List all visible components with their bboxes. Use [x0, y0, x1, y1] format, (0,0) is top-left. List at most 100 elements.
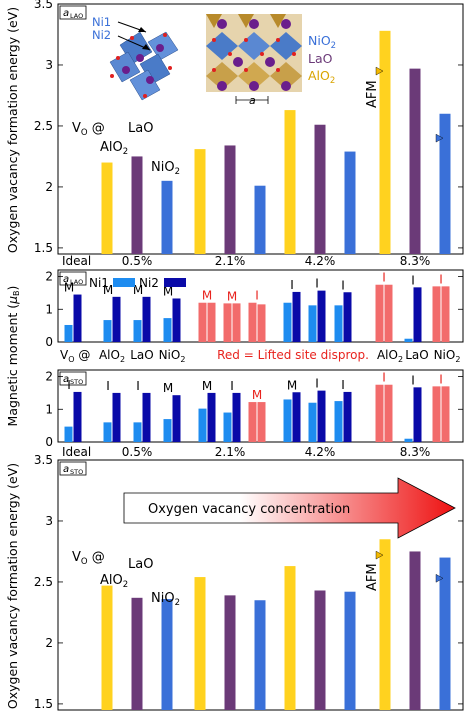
- strain-label: 4.2%: [305, 254, 336, 268]
- bar-Ni1: [223, 303, 232, 342]
- bar-Ni2: [207, 392, 216, 442]
- bar-Ni1: [103, 422, 112, 442]
- legend-mag: Ni1 Ni2: [89, 276, 186, 290]
- state-letter: I: [411, 373, 415, 387]
- red-note: Red = Lifted site disprop.: [217, 348, 369, 362]
- inset-ni1: Ni1: [92, 15, 111, 29]
- arrow-label: Oxygen vacancy concentration: [148, 502, 350, 517]
- bar-LaO: [224, 145, 236, 254]
- state-letter: I: [439, 372, 443, 386]
- afm-marker-alo2: [375, 66, 384, 76]
- state-letter: I: [341, 278, 345, 292]
- bar-Ni2: [232, 392, 241, 442]
- afm-marker-alo2: [375, 550, 384, 560]
- strain-label: Ideal: [62, 445, 91, 459]
- site-label-nio2-right: NiO2: [434, 348, 461, 364]
- y-tick-label: 3.5: [34, 453, 53, 467]
- strain-label: 8.3%: [400, 445, 431, 459]
- bar-Ni2: [73, 391, 82, 442]
- state-letter: I: [341, 378, 345, 392]
- y-tick-label: 2: [45, 270, 53, 284]
- annotation-top: VO @ LaO AlO2 NiO2 AFM: [72, 80, 380, 177]
- svg-text:STO: STO: [70, 468, 83, 476]
- strain-label: 0.5%: [122, 254, 153, 268]
- bar-Ni2: [441, 386, 450, 442]
- bar-Ni1: [133, 320, 142, 342]
- state-letter: I: [315, 277, 319, 291]
- y-tick-label: 2: [45, 636, 53, 650]
- strain-label: 0.5%: [122, 445, 153, 459]
- bar-NiO2: [344, 151, 356, 254]
- y-tick-label: 1.5: [34, 697, 53, 711]
- bar-Ni1: [198, 408, 207, 442]
- legend-ni2-label: Ni2: [139, 276, 159, 290]
- bar-Ni2: [112, 296, 121, 342]
- bar-Ni1: [404, 438, 413, 442]
- ylabel-top: Oxygen vacancy formation energy (eV): [5, 7, 20, 253]
- bar-Ni2: [257, 402, 266, 442]
- state-letter: M: [64, 281, 74, 295]
- state-letter: M: [202, 379, 212, 393]
- strain-label: Ideal: [62, 254, 91, 268]
- bar-Ni1: [375, 384, 384, 442]
- site-label-alo2: AlO2: [99, 348, 125, 364]
- state-letter: I: [136, 379, 140, 393]
- annot-alo2: AlO2: [100, 140, 128, 157]
- bar-Ni1: [103, 320, 112, 342]
- strain-label: 2.1%: [215, 254, 246, 268]
- bar-Ni2: [207, 302, 216, 342]
- bar-Ni2: [292, 392, 301, 442]
- bar-LaO: [314, 124, 326, 254]
- bar-LaO: [131, 156, 143, 254]
- bar-LaO: [314, 590, 326, 710]
- bar-Ni1: [308, 402, 317, 442]
- y-tick-label: 3: [45, 58, 53, 72]
- svg-text:a: a: [63, 464, 69, 475]
- state-letter: I: [315, 377, 319, 391]
- bar-Ni2: [112, 392, 121, 442]
- svg-text:a: a: [63, 374, 69, 385]
- y-tick-label: 0: [45, 335, 53, 349]
- site-label-lao: LaO: [130, 348, 153, 362]
- state-letter: M: [163, 284, 173, 298]
- state-letter: I: [106, 379, 110, 393]
- bar-AlO2: [101, 585, 113, 710]
- bar-Ni2: [343, 391, 352, 442]
- state-letter: M: [287, 378, 297, 392]
- state-letter: I: [382, 371, 386, 385]
- state-letter: M: [252, 388, 262, 402]
- bar-Ni2: [172, 395, 181, 442]
- state-letter: I: [411, 273, 415, 287]
- bar-Ni2: [317, 390, 326, 442]
- inset-alo2: AlO2: [308, 68, 335, 86]
- bar-Ni2: [257, 304, 266, 342]
- bar-NiO2: [254, 600, 266, 710]
- bar-Ni2: [172, 298, 181, 342]
- bar-AlO2: [194, 577, 206, 710]
- bar-Ni2: [343, 292, 352, 342]
- bar-Ni2: [317, 290, 326, 342]
- bar-AlO2: [284, 110, 296, 254]
- bar-Ni2: [292, 291, 301, 342]
- bar-Ni1: [334, 401, 343, 442]
- legend-ni2-swatch: [164, 278, 186, 287]
- annotation-bottom: VO @ LaO AlO2 NiO2 AFM: [72, 550, 380, 608]
- ylabel-bottom: Oxygen vacancy formation energy (eV): [5, 463, 20, 709]
- bar-Ni2: [384, 284, 393, 342]
- strain-label: 2.1%: [215, 445, 246, 459]
- state-letter: M: [163, 381, 173, 395]
- inset-lao: LaO: [308, 51, 333, 66]
- strain-row-top: Ideal 0.5% 2.1% 4.2% 8.3%: [62, 254, 430, 268]
- annot-lao: LaO: [128, 557, 153, 572]
- y-tick-label: 2: [45, 180, 53, 194]
- energy-chart-bottom: 1.5 2 2.5 3 3.5: [34, 453, 463, 711]
- state-letter: I: [439, 272, 443, 286]
- state-letter: M: [103, 283, 113, 297]
- panel-label-top: a LAO: [59, 5, 87, 20]
- y-tick-label: 0: [45, 435, 53, 449]
- inset-ni2: Ni2: [92, 28, 111, 42]
- bar-NiO2: [439, 113, 451, 254]
- state-letter: I: [67, 378, 71, 392]
